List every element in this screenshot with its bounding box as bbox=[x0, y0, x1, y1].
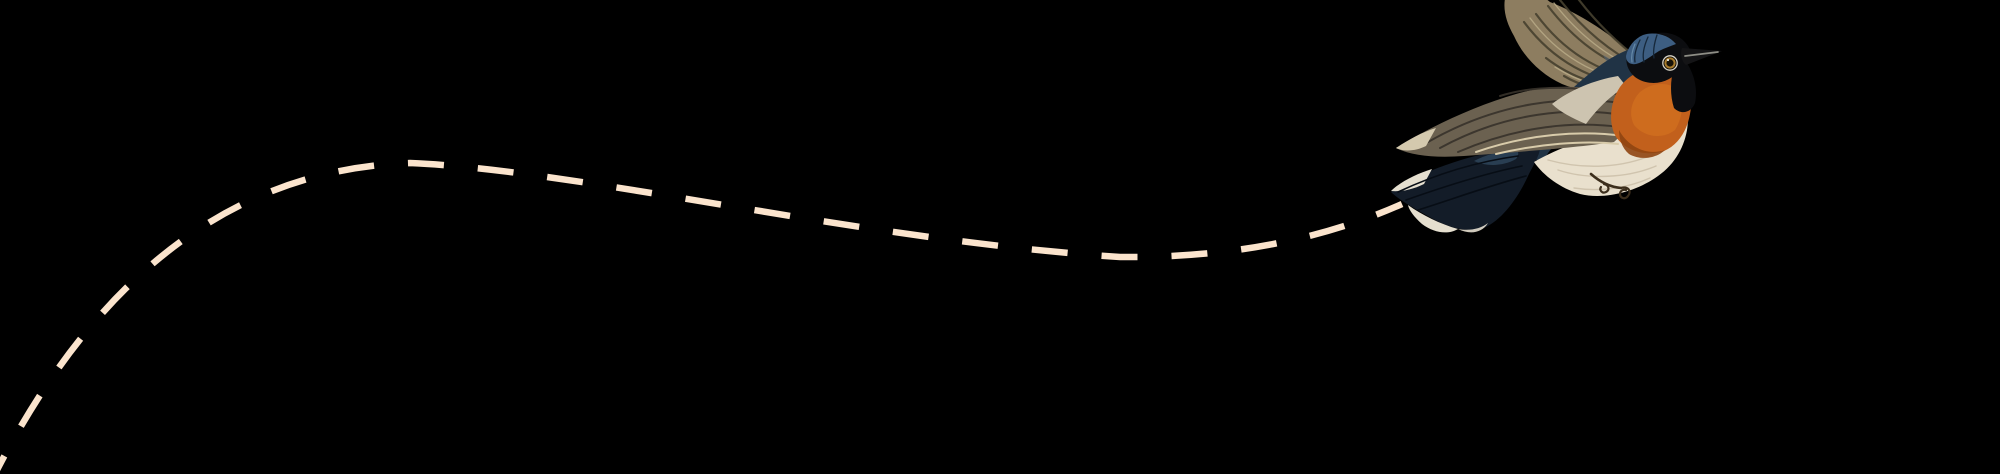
bird-eye bbox=[1662, 55, 1678, 71]
tail-feathers bbox=[1391, 148, 1540, 231]
eye-glint bbox=[1666, 58, 1670, 62]
tail-white-tip-bottom bbox=[1408, 205, 1458, 233]
belly-feather-streaks bbox=[1547, 153, 1657, 191]
bird-shoulder-patch bbox=[1552, 76, 1626, 124]
dashed-flight-path bbox=[0, 159, 1404, 472]
breast-rust-shadow bbox=[1619, 130, 1665, 158]
bird-beak bbox=[1681, 48, 1722, 65]
bird-head bbox=[1626, 32, 1696, 113]
foot-curl-front bbox=[1618, 186, 1631, 200]
foot-curl-back bbox=[1599, 182, 1610, 194]
bird-tail bbox=[1391, 148, 1540, 233]
crown-feather-streaks bbox=[1631, 34, 1658, 63]
eye-iris-ring bbox=[1664, 57, 1676, 69]
head-crown-blue bbox=[1626, 33, 1676, 65]
bird-feet bbox=[1589, 172, 1631, 200]
tail-feather-lines bbox=[1397, 155, 1527, 211]
near-wing-pale-tip bbox=[1396, 128, 1436, 151]
beak-gape-line bbox=[1684, 51, 1719, 57]
head-black-collar bbox=[1671, 59, 1696, 113]
breast-bright-center bbox=[1631, 83, 1683, 137]
tail-white-tip-bottom-2 bbox=[1458, 223, 1488, 233]
bird-illustration bbox=[1391, 0, 1722, 233]
tail-white-tip-outer bbox=[1391, 169, 1432, 192]
